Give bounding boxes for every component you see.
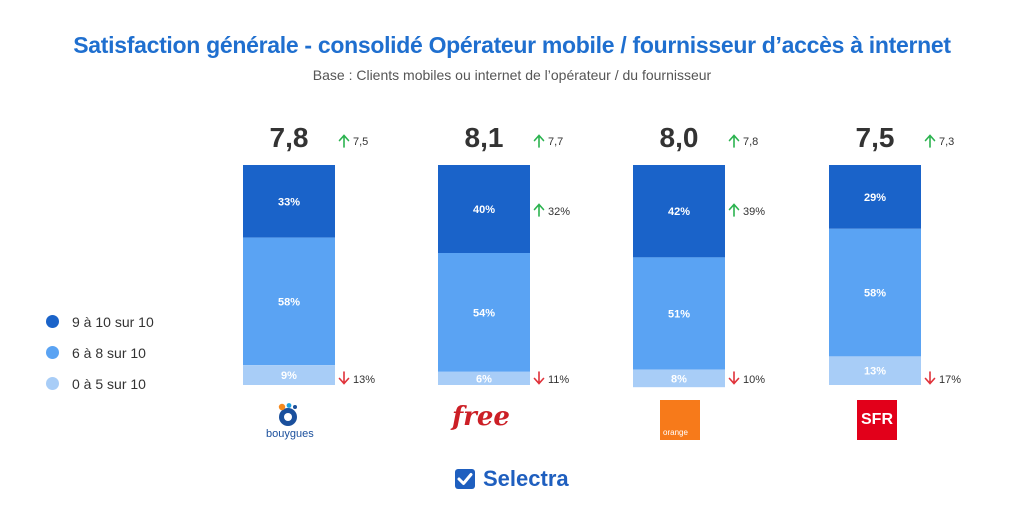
bar-free-low (438, 371, 530, 385)
selectra-brand: Selectra (454, 466, 569, 492)
bar-bouygues-low (243, 365, 335, 385)
arrow-up-icon-score-orange (728, 134, 740, 148)
bouygues-logo: bouygues (266, 402, 314, 442)
previous-low-bouygues: 13% (353, 374, 375, 386)
bar-sfr-mid (829, 228, 921, 357)
score-free: 8,1 (465, 122, 504, 153)
bar-orange-low (633, 369, 725, 388)
arrow-up-icon-score-free (533, 134, 545, 148)
arrow-down-icon-low-bouygues (338, 371, 350, 385)
arrow-down-icon-low-sfr (924, 371, 936, 385)
bar-label-bouygues-high: 33% (278, 196, 300, 208)
legend: 9 à 10 sur 10 6 à 8 sur 10 0 à 5 sur 10 (46, 306, 154, 399)
free-logo: free (452, 402, 510, 432)
previous-high-free: 32% (548, 206, 570, 218)
bouygues-wordmark: bouygues (266, 428, 314, 440)
chart-title: Satisfaction générale - consolidé Opérat… (73, 32, 951, 58)
arrow-down-icon-low-free (533, 371, 545, 385)
previous-low-free: 11% (548, 374, 569, 386)
score-orange: 8,0 (660, 122, 699, 153)
previous-score-sfr: 7,3 (939, 136, 954, 148)
arrow-up-icon-score-sfr (924, 134, 936, 148)
legend-swatch-mid (46, 346, 59, 359)
legend-item-high: 9 à 10 sur 10 (46, 306, 154, 337)
bar-sfr-high (829, 165, 921, 229)
bar-label-orange-low: 8% (671, 373, 687, 385)
orange-wordmark: orange (663, 428, 688, 437)
previous-score-free: 7,7 (548, 136, 563, 148)
bar-label-bouygues-low: 9% (281, 370, 297, 382)
previous-high-orange: 39% (743, 206, 765, 218)
arrow-down-icon-low-orange (728, 371, 740, 385)
bar-label-orange-high: 42% (668, 206, 690, 218)
sfr-wordmark: SFR (857, 400, 897, 440)
arrow-up-icon-score-bouygues (338, 134, 350, 148)
bar-label-free-low: 6% (476, 373, 492, 385)
previous-low-orange: 10% (743, 374, 765, 386)
bar-label-sfr-low: 13% (864, 366, 886, 378)
score-sfr: 7,5 (856, 122, 895, 153)
arrow-up-icon-high-orange (728, 203, 740, 217)
legend-swatch-low (46, 377, 59, 390)
bar-label-sfr-high: 29% (864, 192, 886, 204)
legend-swatch-high (46, 315, 59, 328)
bar-label-sfr-mid: 58% (864, 288, 886, 300)
arrow-up-icon-high-free (533, 203, 545, 217)
bar-bouygues-high (243, 165, 335, 238)
free-wordmark: free (452, 402, 510, 432)
sfr-logo: SFR (857, 400, 897, 440)
bar-label-free-high: 40% (473, 204, 495, 216)
bar-bouygues-mid (243, 237, 335, 366)
check-square-icon (455, 469, 475, 489)
bar-label-bouygues-mid: 58% (278, 296, 300, 308)
bar-label-free-mid: 54% (473, 307, 495, 319)
orange-logo: orange (660, 400, 700, 440)
legend-label-low: 0 à 5 sur 10 (72, 375, 146, 392)
previous-score-bouygues: 7,5 (353, 136, 368, 148)
bar-sfr-low (829, 356, 921, 385)
bar-free-high (438, 165, 530, 253)
bar-free-mid (438, 253, 530, 372)
legend-item-low: 0 à 5 sur 10 (46, 368, 154, 399)
legend-item-mid: 6 à 8 sur 10 (46, 337, 154, 368)
bar-orange-high (633, 165, 725, 258)
bouygues-bubbles-icon (278, 403, 297, 426)
bar-label-orange-mid: 51% (668, 309, 690, 321)
legend-label-mid: 6 à 8 sur 10 (72, 344, 146, 361)
legend-label-high: 9 à 10 sur 10 (72, 313, 154, 330)
brand-name: Selectra (483, 466, 569, 491)
previous-score-orange: 7,8 (743, 136, 758, 148)
score-bouygues: 7,8 (270, 122, 309, 153)
previous-low-sfr: 17% (939, 374, 961, 386)
bar-orange-mid (633, 257, 725, 370)
chart-subtitle: Base : Clients mobiles ou internet de l’… (312, 67, 712, 83)
